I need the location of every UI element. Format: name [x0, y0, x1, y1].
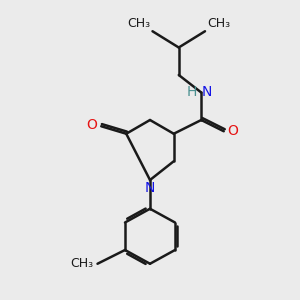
- Text: CH₃: CH₃: [208, 17, 231, 30]
- Text: O: O: [87, 118, 98, 132]
- Text: CH₃: CH₃: [70, 257, 94, 270]
- Text: N: N: [201, 85, 212, 100]
- Text: N: N: [145, 181, 155, 195]
- Text: CH₃: CH₃: [127, 17, 150, 30]
- Text: H: H: [186, 85, 197, 100]
- Text: O: O: [227, 124, 238, 138]
